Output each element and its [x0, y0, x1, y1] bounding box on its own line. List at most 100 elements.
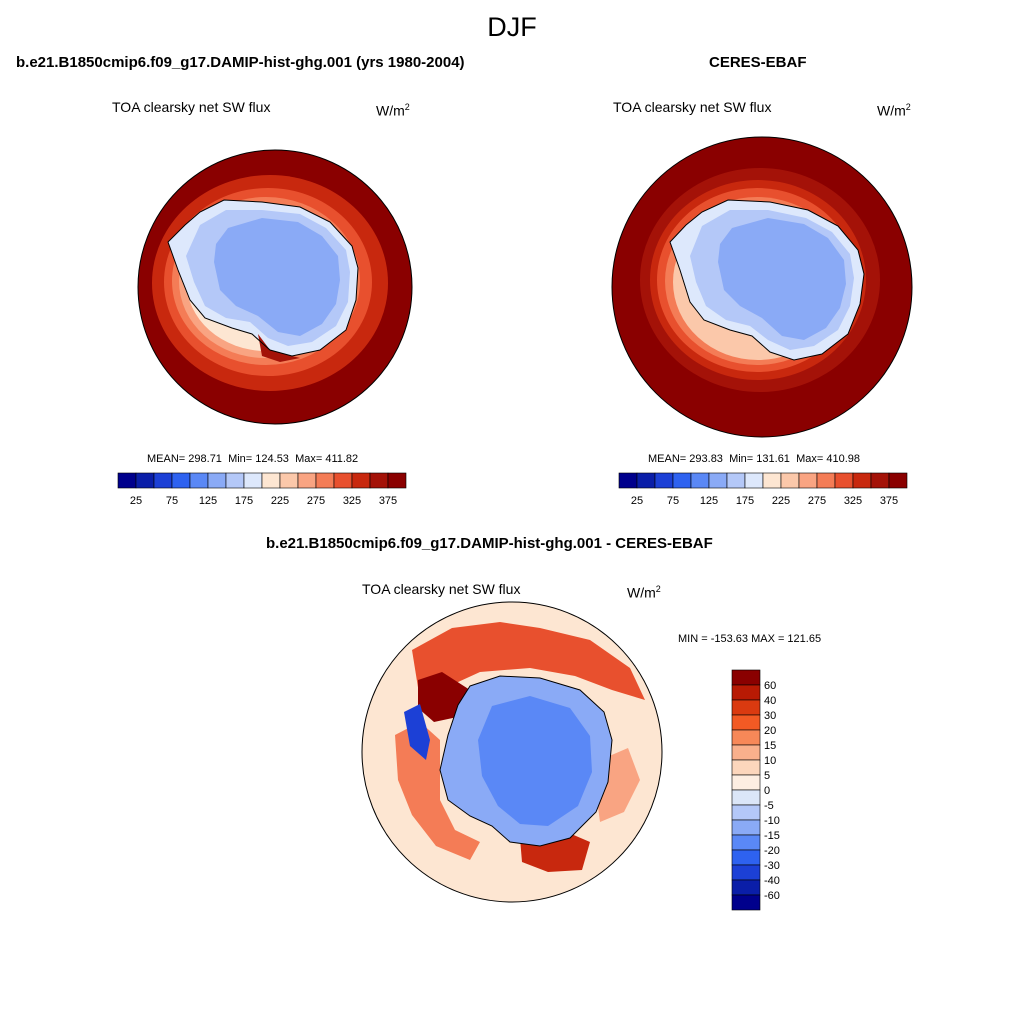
- obs-colorbar-tick-label: 275: [808, 495, 826, 507]
- obs-antarctica-plateau: [718, 218, 846, 340]
- obs-max-value: 410.98: [826, 453, 860, 465]
- diff-antarctica-interior: [478, 696, 592, 826]
- diff-colorbar-box: [731, 774, 761, 791]
- figure-title: DJF: [487, 12, 537, 42]
- diff-colorbar-tick-label: 0: [764, 785, 770, 797]
- obs-colorbar-box: [690, 472, 710, 489]
- diff-minmax: MIN = -153.63 MAX = 121.65: [678, 633, 822, 645]
- diff-panel-title: b.e21.B1850cmip6.f09_g17.DAMIP-hist-ghg.…: [266, 535, 713, 552]
- diff-colorbar-tick-label: 60: [764, 680, 776, 692]
- model-map: [138, 150, 412, 424]
- model-colorbar-box: [117, 472, 137, 489]
- diff-colorbar-tick-label: 20: [764, 725, 776, 737]
- obs-colorbar-tick-label: 225: [772, 495, 790, 507]
- diff-map: [362, 602, 662, 902]
- obs-colorbar-box: [798, 472, 818, 489]
- obs-colorbar-box: [726, 472, 746, 489]
- model-colorbar-box: [153, 472, 173, 489]
- model-colorbar-box: [351, 472, 371, 489]
- obs-colorbar-box: [672, 472, 692, 489]
- model-colorbar-tick-label: 275: [307, 495, 325, 507]
- model-colorbar-tick-label: 175: [235, 495, 253, 507]
- diff-colorbar-box: [731, 789, 761, 806]
- obs-colorbar-box: [618, 472, 638, 489]
- diff-colorbar-box: [731, 804, 761, 821]
- obs-stats: MEAN= 293.83 Min= 131.61 Max= 410.98: [648, 453, 860, 465]
- model-variable-label: TOA clearsky net SW flux: [112, 99, 271, 115]
- model-colorbar-box: [315, 472, 335, 489]
- obs-colorbar-box: [852, 472, 872, 489]
- diff-colorbar-box: [731, 864, 761, 881]
- model-panel-title: b.e21.B1850cmip6.f09_g17.DAMIP-hist-ghg.…: [16, 54, 465, 71]
- model-colorbar-tick-label: 75: [166, 495, 178, 507]
- diff-colorbar-box: [731, 879, 761, 896]
- model-colorbar-box: [333, 472, 353, 489]
- model-colorbar-box: [369, 472, 389, 489]
- obs-map: [612, 137, 912, 437]
- model-units-label: W/m2: [376, 102, 410, 119]
- diff-colorbar-tick-label: -10: [764, 815, 780, 827]
- diff-colorbar-box: [731, 894, 761, 911]
- obs-colorbar-box: [762, 472, 782, 489]
- diff-colorbar-tick-label: -20: [764, 845, 780, 857]
- model-coastline: [167, 199, 359, 357]
- model-colorbar-tick-label: 125: [199, 495, 217, 507]
- obs-colorbar-box: [780, 472, 800, 489]
- diff-coastline: [439, 675, 613, 847]
- diff-map-border: [361, 601, 663, 903]
- diff-colorbar-box: [731, 669, 761, 686]
- obs-colorbar-tick-label: 175: [736, 495, 754, 507]
- diff-colorbar-box: [731, 849, 761, 866]
- obs-colorbar-tick-label: 25: [631, 495, 643, 507]
- model-colorbar-box: [387, 472, 407, 489]
- model-colorbar-tick-label: 375: [379, 495, 397, 507]
- model-ross-sea-anomaly: [258, 334, 300, 362]
- model-colorbar-tick-label: 325: [343, 495, 361, 507]
- diff-colorbar-tick-label: 10: [764, 755, 776, 767]
- diff-colorbar-tick-label: -15: [764, 830, 780, 842]
- obs-units-label: W/m2: [877, 102, 911, 119]
- diff-colorbar-box: [731, 759, 761, 776]
- diff-colorbar-tick-label: -60: [764, 890, 780, 902]
- obs-min-value: 131.61: [756, 453, 790, 465]
- diff-colorbar-tick-label: 30: [764, 710, 776, 722]
- model-colorbar-box: [207, 472, 227, 489]
- obs-colorbar-box: [870, 472, 890, 489]
- model-mean-value: 298.71: [188, 453, 222, 465]
- obs-panel-title: CERES-EBAF: [709, 54, 807, 71]
- obs-map-border: [611, 136, 913, 438]
- obs-colorbar-tick-label: 325: [844, 495, 862, 507]
- model-colorbar-box: [243, 472, 263, 489]
- model-colorbar-box: [279, 472, 299, 489]
- diff-colorbar-tick-label: 15: [764, 740, 776, 752]
- diff-north-positive-band: [412, 622, 645, 700]
- diff-colorbar-box: [731, 729, 761, 746]
- diff-colorbar-box: [731, 699, 761, 716]
- model-colorbar-tick-label: 25: [130, 495, 142, 507]
- diff-colorbar-box: [731, 819, 761, 836]
- obs-colorbar-box: [654, 472, 674, 489]
- obs-colorbar-box: [636, 472, 656, 489]
- model-antarctica-plateau: [214, 218, 340, 336]
- diff-colorbar: 60 40 30 20 15 10 5 0 -5 -10 -15 -20 -30 -40 -60: [731, 669, 780, 911]
- diff-colorbar-tick-label: -30: [764, 860, 780, 872]
- model-colorbar-box: [189, 472, 209, 489]
- obs-coastline: [669, 199, 865, 361]
- obs-colorbar-tick-label: 125: [700, 495, 718, 507]
- obs-mean-value: 293.83: [689, 453, 723, 465]
- model-colorbar-tick-label: 225: [271, 495, 289, 507]
- diff-colorbar-tick-label: -40: [764, 875, 780, 887]
- model-colorbar: 25 75 125 175 225 275 325 375: [117, 472, 407, 507]
- model-colorbar-box: [225, 472, 245, 489]
- model-max-value: 411.82: [325, 453, 359, 465]
- obs-variable-label: TOA clearsky net SW flux: [613, 99, 772, 115]
- diff-variable-label: TOA clearsky net SW flux: [362, 581, 521, 597]
- model-map-border: [137, 149, 413, 425]
- obs-colorbar-box: [888, 472, 908, 489]
- model-colorbar-box: [135, 472, 155, 489]
- obs-colorbar-box: [816, 472, 836, 489]
- model-stats: MEAN= 298.71 Min= 124.53 Max= 411.82: [147, 453, 359, 465]
- diff-west-negative-patch: [404, 704, 430, 760]
- diff-west-positive-band: [395, 722, 480, 860]
